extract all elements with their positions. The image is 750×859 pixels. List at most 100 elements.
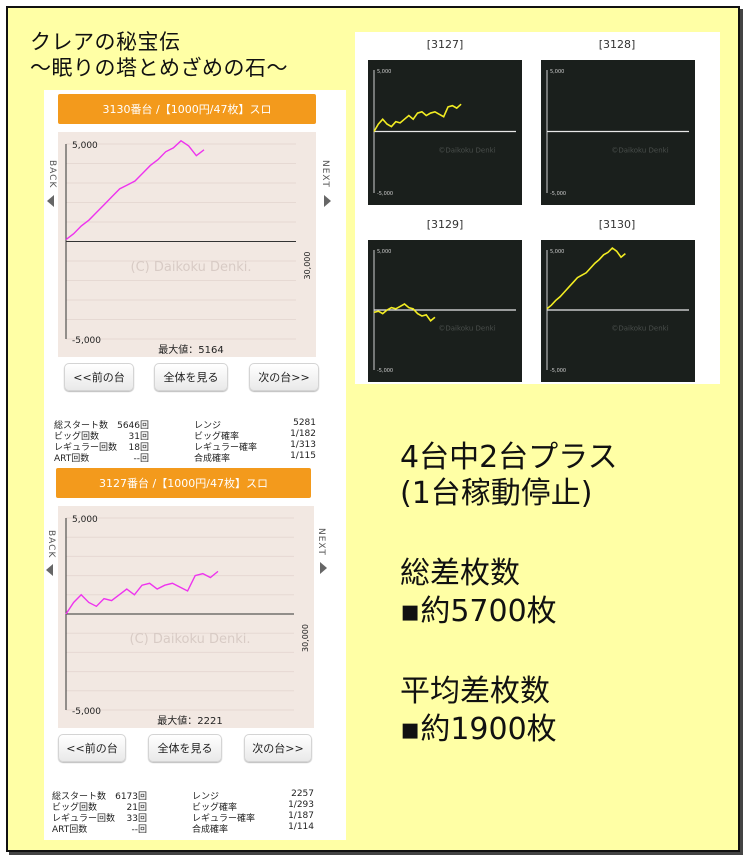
next-arrow-icon[interactable] [324,195,331,207]
max-value-label: 最大値：5164 [158,343,223,356]
stats-cell: 1/313 [290,440,316,450]
mini-label-3129: [3129] [426,218,464,231]
stats-row: レギュラー回数 18回 レギュラー確率 1/313 [54,440,324,453]
mini-chart-3128[interactable]: 5,000 -5,000 ©Daikoku Denki [541,60,695,205]
mini-chart-3127[interactable]: 5,000 -5,000 ©Daikoku Denki [368,60,522,205]
mini-label-3130: [3130] [598,218,636,231]
next-machine-button[interactable]: 次の台>> [249,363,319,391]
data-series-line [65,139,205,241]
stats-cell: ビッグ確率 [194,432,240,442]
stats-cell: 1/115 [290,451,316,461]
summary-total-label: 総差枚数 [400,556,520,591]
data-series-line [373,103,462,132]
ytick-label: -5,000 [550,191,566,197]
stats-row: ビッグ回数 31回 ビッグ確率 1/182 [54,429,324,442]
stats-cell: ビッグ回数 [54,432,100,442]
summary-average-label: 平均差枚数 [400,674,550,709]
ytick-label: 5,000 [550,69,564,75]
ytick-label: 5,000 [550,249,564,255]
max-value-label: 最大値：2221 [157,714,222,727]
stats-cell: --回 [131,825,148,835]
back-arrow-icon[interactable] [46,564,53,576]
back-label: BACK [46,530,56,559]
chart-area: 5,000 -5,000 30,000 (C) Daikoku Denki. 最大値：5… [58,132,316,357]
stats-cell: ビッグ確率 [192,803,238,813]
xmax-label: 30,000 [301,624,310,652]
panel-header: 3130番台 /【1000円/47枚】スロ [58,94,316,124]
stats-cell: 33回 [126,814,147,824]
stats-cell: 総スタート数 [52,792,107,802]
mini-chart-3129[interactable]: 5,000 -5,000 ©Daikoku Denki [368,240,522,382]
ytick-label: -5,000 [377,368,393,374]
stats-cell: ART回数 [54,454,90,464]
stats-cell: レギュラー確率 [192,814,256,824]
back-label: BACK [47,160,57,189]
stats-row: ビッグ回数 21回 ビッグ確率 1/293 [52,800,322,813]
stats-cell: 総スタート数 [54,421,109,431]
ytick-label: 5,000 [377,249,391,255]
history-chart: 5,000 -5,000 30,000 (C) Daikoku Denki. 最大値：5… [65,139,312,356]
slot-panel-3130: 3130番台 /【1000円/47枚】スロ 5,000 -5,000 30,000 (… [44,90,346,470]
view-all-button[interactable]: 全体を見る [154,363,228,391]
stats-cell: レンジ [192,792,220,802]
prev-machine-button[interactable]: <<前の台 [58,734,126,762]
panel-header: 3127番台 /【1000円/47枚】スロ [56,468,311,498]
watermark: (C) Daikoku Denki. [131,260,252,275]
watermark: (C) Daikoku Denki. [130,632,251,647]
ytick-label: -5,000 [72,707,101,717]
mini-chart-3130[interactable]: 5,000 -5,000 ©Daikoku Denki [541,240,695,382]
mini-label-3128: [3128] [598,38,636,51]
stats-cell: レギュラー回数 [54,443,118,453]
ytick-label: 5,000 [377,69,391,75]
ytick-label: -5,000 [550,368,566,374]
page-title-line1: クレアの秘宝伝 [30,30,181,54]
next-label: NEXT [316,528,326,556]
stats-cell: 21回 [126,803,147,813]
stats-cell: 18回 [128,443,149,453]
summary-average-value: ▪約1900枚 [400,712,557,747]
mini-label-3127: [3127] [426,38,464,51]
data-series-line [373,303,436,322]
prev-machine-button[interactable]: <<前の台 [64,363,134,391]
stats-cell: ART回数 [52,825,88,835]
history-chart: 5,000 -5,000 30,000 (C) Daikoku Denki. 最大値：2… [65,515,310,727]
stats-cell: 1/293 [288,800,314,810]
machine-overview-panel: [3127] [3128] [3129] [3130] 5,000 -5,000 ©… [355,32,720,384]
stats-cell: 1/187 [288,811,314,821]
stats-cell: レンジ [194,421,222,431]
stats-cell: 合成確率 [194,454,231,464]
back-arrow-icon[interactable] [47,195,54,207]
ytick-label: -5,000 [72,336,101,346]
stats-row: 総スタート数 5646回 レンジ 5281 [54,418,324,431]
stats-row: ART回数 --回 合成確率 1/114 [52,822,322,835]
stats-cell: --回 [133,454,150,464]
stats-row: 総スタート数 6173回 レンジ 2257 [52,789,322,802]
stats-cell: 1/114 [288,822,314,832]
stats-table: 総スタート数 6173回 レンジ 2257 ビッグ回数 21回 ビッグ確率 1/293 レギュラ… [52,789,322,835]
watermark: ©Daikoku Denki [611,324,668,332]
stats-cell: 5281 [293,418,316,428]
stats-cell: 1/182 [290,429,316,439]
chart-area: 5,000 -5,000 30,000 (C) Daikoku Denki. 最大値：2… [58,506,314,728]
stats-cell: 5646回 [117,421,149,431]
stats-row: レギュラー回数 33回 レギュラー確率 1/187 [52,811,322,824]
next-arrow-icon[interactable] [320,562,327,574]
stats-cell: レギュラー確率 [194,443,258,453]
watermark: ©Daikoku Denki [438,146,495,154]
ytick-label: 5,000 [72,141,98,151]
ytick-label: -5,000 [377,191,393,197]
stats-cell: レギュラー回数 [52,814,116,824]
slot-panel-3127: 3127番台 /【1000円/47枚】スロ 5,000 -5,000 30,000 (… [44,466,346,840]
view-all-button[interactable]: 全体を見る [148,734,222,762]
next-machine-button[interactable]: 次の台>> [244,734,312,762]
watermark: ©Daikoku Denki [611,146,668,154]
ytick-label: 5,000 [72,515,98,525]
stats-cell: 6173回 [115,792,147,802]
stats-cell: 31回 [128,432,149,442]
xmax-label: 30,000 [303,252,312,280]
data-series-line [546,246,626,310]
stats-cell: ビッグ回数 [52,803,98,813]
stats-cell: 2257 [291,789,314,799]
summary-plus-count: 4台中2台プラス [400,440,618,475]
data-series-line [65,570,219,615]
